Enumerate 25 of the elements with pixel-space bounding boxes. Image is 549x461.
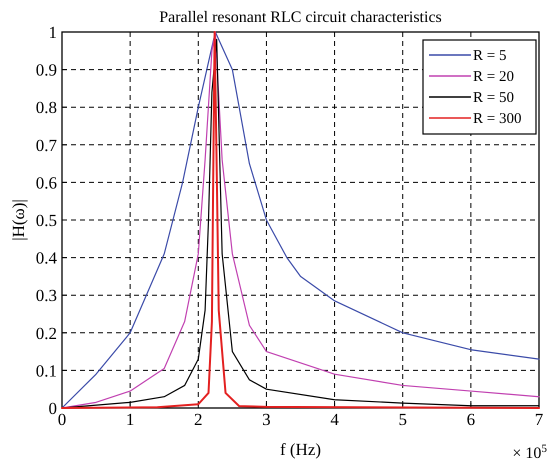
x-axis-title: f (Hz) [280,440,322,459]
legend-label: R = 50 [473,90,514,106]
y-tick-label: 0.6 [36,173,57,192]
y-tick-label: 0.9 [36,60,57,80]
y-axis-title: |H(ω)| [9,199,28,241]
y-tick-label: 0.1 [36,361,57,380]
text: × 10$^{5}$ [512,443,548,461]
x-tick-label: 7 [534,410,544,429]
x-tick-label: 1 [126,410,134,429]
y-tick-label: 0.2 [36,324,57,343]
x-tick-label: 5 [398,410,407,429]
chart-title: Parallel resonant RLC circuit characteristics [159,9,442,26]
y-tick-label: 0.8 [36,98,57,118]
x-tick-label: 4 [330,410,340,429]
y-tick-label: 0.7 [36,136,58,155]
y-tick-label: 1 [48,23,57,42]
y-tick-label: 0.4 [36,248,58,268]
legend-label: R = 5 [473,48,506,64]
legend-label: R = 20 [473,69,514,85]
y-tick-label: 0.3 [36,286,57,306]
x-tick-label: 6 [466,410,476,429]
x-tick-label: 2 [194,410,203,429]
y-tick-label: 0.5 [36,211,57,230]
legend-label: R = 300 [473,111,522,127]
x-tick-label: 3 [262,410,271,429]
